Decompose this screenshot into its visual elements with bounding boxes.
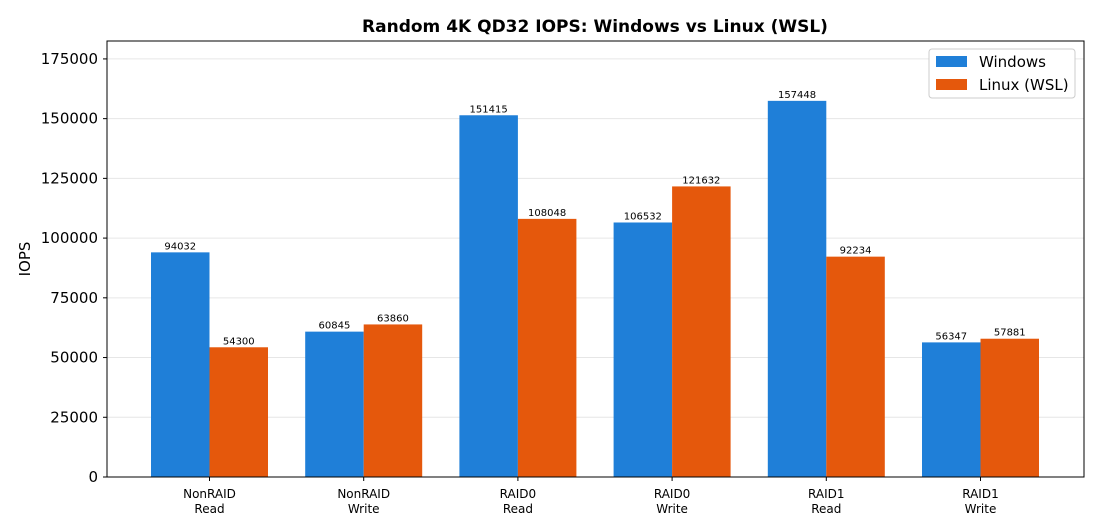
grid-lines [107,58,1084,418]
data-label: 106532 [624,211,662,222]
bar [305,331,364,477]
bar [980,338,1039,477]
plot-frame [106,40,1085,478]
bar [459,115,518,478]
legend-swatch [936,79,967,90]
y-axis-label: IOPS [16,242,34,277]
data-label: 157448 [778,90,816,101]
x-tick-label: RAID0 [654,487,690,501]
x-tick-label: NonRAID [337,487,390,501]
data-label: 121632 [682,175,720,186]
chart-title: Random 4K QD32 IOPS: Windows vs Linux (W… [362,17,828,37]
data-labels: 94032 54300 60845 63860 151415 108048 106532 12… [164,90,1025,347]
bar [826,256,885,477]
y-tick-label: 75000 [50,289,98,307]
legend-label: Linux (WSL) [979,76,1069,94]
bar [672,186,731,478]
x-tick-label: NonRAID [183,487,236,501]
x-tick-label: Write [656,502,688,516]
x-tick-label: Read [811,502,841,516]
y-tick-label: 50000 [50,349,98,367]
data-label: 57881 [994,328,1026,339]
x-tick-label: Read [194,502,224,516]
x-tick-label: RAID0 [500,487,536,501]
data-label: 54300 [223,336,255,347]
bar [209,347,268,477]
y-axis-ticks: 0 25000 50000 75000 100000 125000 150000 175000 [41,50,107,486]
legend-swatch [936,56,967,67]
legend: Windows Linux (WSL) [928,48,1076,99]
x-tick-label: RAID1 [962,487,998,501]
legend-label: Windows [979,53,1046,71]
data-label: 108048 [528,208,566,219]
x-axis-ticks: NonRAIDReadNonRAIDWriteRAID0ReadRAID0Wri… [183,477,999,516]
bar [922,342,981,477]
y-tick-label: 100000 [41,229,98,247]
data-label: 63860 [377,313,409,324]
x-tick-label: Write [965,502,997,516]
bars [151,100,1039,478]
data-label: 56347 [935,331,967,342]
data-label: 60845 [319,321,351,332]
y-tick-label: 150000 [41,110,98,128]
bar [517,218,577,477]
bar [613,222,673,477]
y-tick-label: 125000 [41,169,98,187]
x-tick-label: Write [348,502,380,516]
data-label: 151415 [470,104,508,115]
bar [767,100,827,478]
y-tick-label: 25000 [50,408,98,426]
x-tick-label: Read [503,502,533,516]
bar [363,324,423,477]
data-label: 94032 [164,241,196,252]
y-tick-label: 0 [88,468,98,486]
x-tick-label: RAID1 [808,487,844,501]
data-label: 92234 [840,246,872,257]
bar [151,252,210,477]
y-tick-label: 175000 [41,50,98,68]
